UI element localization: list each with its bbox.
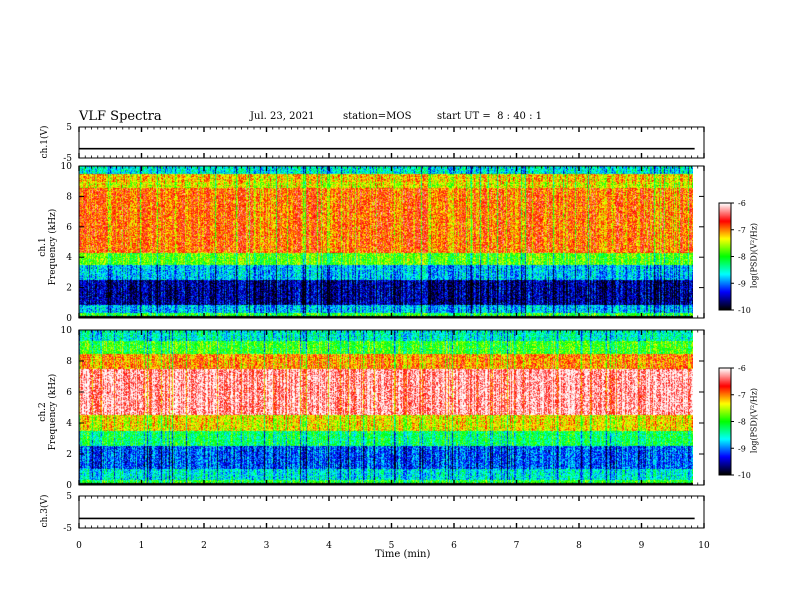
colorbar-tick-label: -9 [738, 444, 746, 453]
colorbar-tick-label: -6 [738, 199, 746, 208]
start-time: 8 : 40 : 1 [497, 111, 543, 122]
ch1-colorbar-image [719, 203, 731, 310]
station-prefix: station= [343, 111, 387, 122]
x-tick-label: 7 [514, 541, 520, 551]
x-tick-label: 1 [139, 541, 145, 551]
x-tick-label: 6 [451, 541, 457, 551]
colorbar-tick-label: -6 [738, 364, 746, 373]
ch2-spectrogram-image [79, 330, 693, 485]
x-tick-label: 2 [201, 541, 207, 551]
ch2-colorbar-image [719, 368, 731, 475]
x-tick-label: 0 [76, 541, 82, 551]
date-label: Jul. 23, 2021 [250, 111, 315, 122]
y-tick-label: 8 [66, 357, 72, 367]
colorbar-tick-label: -8 [738, 418, 746, 427]
ch1-spectrogram-image [79, 166, 693, 318]
x-tick-label: 3 [264, 541, 270, 551]
colorbar-frame [718, 202, 732, 311]
colorbar-tick-label: -7 [738, 226, 746, 235]
colorbar-tick-label: -8 [738, 253, 746, 262]
ch1-waveform-ylabel: ch.1(V) [40, 125, 50, 159]
y-tick-label: 5 [66, 123, 72, 133]
y-tick-label: 4 [66, 253, 72, 263]
ch2-colorbar-label: log(PSD)(V²/Hz) [749, 387, 759, 454]
y-tick-label: 10 [61, 326, 73, 336]
y-tick-label: 6 [66, 223, 72, 233]
panel-frame [78, 329, 705, 486]
y-tick-label: 2 [66, 284, 72, 294]
ch2-spectrogram-ylabel: ch.2 Frequency (kHz) [38, 373, 58, 451]
y-tick-label: -5 [63, 154, 72, 164]
panel-frame [78, 165, 705, 319]
start-prefix: start UT = [437, 111, 491, 122]
x-tick-label: 10 [698, 541, 710, 551]
x-tick-label: 9 [639, 541, 645, 551]
colorbar-tick-label: -9 [738, 279, 746, 288]
x-tick-label: 4 [326, 541, 332, 551]
station-code: MOS [386, 111, 412, 122]
x-axis-label: Time (min) [375, 549, 431, 560]
colorbar-tick-label: -7 [738, 391, 746, 400]
x-tick-label: 8 [576, 541, 582, 551]
y-tick-label: -5 [63, 524, 72, 534]
start-time-info: start UT = 8 : 40 : 1 [437, 111, 542, 122]
y-tick-label: 2 [66, 450, 72, 460]
y-tick-label: 5 [66, 492, 72, 502]
figure-title: VLF Spectra [79, 109, 162, 124]
y-tick-label: 0 [66, 314, 72, 324]
colorbar-frame [718, 367, 732, 476]
y-tick-label: 6 [66, 388, 72, 398]
colorbar-tick-label: -10 [738, 471, 751, 480]
y-tick-label: 10 [61, 162, 73, 172]
ch1-spectrogram-ylabel: ch.1 Frequency (kHz) [38, 208, 58, 286]
ch3-waveform-ylabel: ch.3(V) [40, 494, 50, 528]
y-tick-label: 8 [66, 192, 72, 202]
station-info: station=MOS [343, 111, 411, 122]
y-tick-label: 0 [66, 481, 72, 491]
ch1-colorbar-label: log(PSD)(V²/Hz) [749, 222, 759, 289]
y-tick-label: 4 [66, 419, 72, 429]
colorbar-tick-label: -10 [738, 306, 751, 315]
x-tick-label: 5 [389, 541, 395, 551]
